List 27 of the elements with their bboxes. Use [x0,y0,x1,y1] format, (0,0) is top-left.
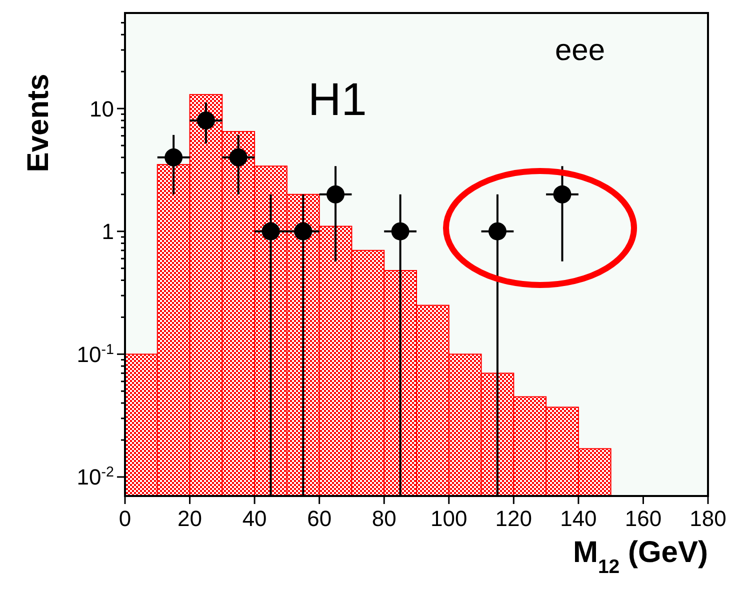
x-tick-label: 20 [178,506,202,531]
x-tick-label: 160 [624,506,662,531]
point [294,222,312,240]
x-tick-label: 0 [118,506,132,531]
y-axis-title: Events [22,74,55,172]
y-tick-label: 10$^{-1}$ [76,342,114,367]
point [326,185,345,204]
y-tick-label: 10$^{-2}$ [76,464,114,490]
annotation: H1 [308,73,367,125]
point [391,222,410,240]
point [553,185,572,204]
annotation: eee [555,34,606,67]
x-axis-title: M$_{12}$ (GeV) [572,536,708,578]
x-tick-label: 60 [307,506,332,531]
x-tick-label: 100 [430,506,468,531]
x-tick-label: 180 [690,506,726,531]
y-tick-label: 1 [102,219,114,244]
x-tick-label: 80 [372,506,396,531]
point [164,148,183,166]
point [196,111,215,130]
point [488,222,506,240]
y-tick-label: 10 [90,96,114,122]
point [262,222,280,240]
x-tick-label: 120 [495,506,532,531]
point [229,148,248,166]
x-tick-label: 40 [242,506,267,531]
x-tick-label: 140 [560,506,597,531]
